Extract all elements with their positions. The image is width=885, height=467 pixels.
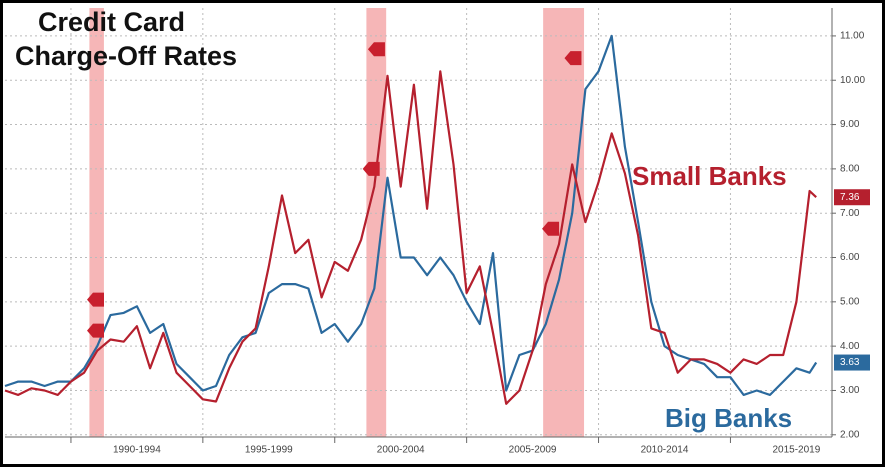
x-tick-label: 2000-2004 <box>377 445 425 456</box>
y-tick-label: 5.00 <box>840 296 860 307</box>
chart-title: Charge-Off Rates <box>15 41 237 71</box>
end-label-box <box>834 189 870 206</box>
end-label: 7.36 <box>840 192 860 203</box>
series-line <box>4 70 817 405</box>
flag-marker <box>564 51 582 66</box>
y-tick-label: 9.00 <box>840 119 860 130</box>
y-tick-label: 2.00 <box>840 429 860 440</box>
y-tick-label: 7.00 <box>840 208 860 219</box>
x-tick-label: 2010-2014 <box>641 445 689 456</box>
flag-marker <box>87 292 105 307</box>
flag-marker <box>367 42 385 57</box>
y-tick-label: 10.00 <box>840 75 865 86</box>
series-line <box>4 34 818 396</box>
shaded-range <box>366 8 387 437</box>
flag-marker <box>542 221 560 236</box>
flag-marker <box>362 161 380 176</box>
chart-background <box>3 3 882 464</box>
chart-title: Credit Card <box>38 7 185 37</box>
y-tick-label: 6.00 <box>840 252 860 263</box>
x-tick-label: 1990-1994 <box>113 445 161 456</box>
series-label: Big Banks <box>665 403 792 433</box>
y-tick-label: 3.00 <box>840 385 860 396</box>
flag-marker <box>87 323 105 338</box>
y-tick-label: 8.00 <box>840 164 860 175</box>
series-label: Small Banks <box>632 161 787 191</box>
end-label: 3.63 <box>840 357 860 368</box>
x-tick-label: 2005-2009 <box>509 445 557 456</box>
shaded-range <box>89 8 104 437</box>
end-label-box <box>834 354 870 371</box>
y-tick-label: 4.00 <box>840 341 860 352</box>
x-tick-label: 1995-1999 <box>245 445 293 456</box>
y-tick-label: 11.00 <box>840 31 865 42</box>
x-tick-label: 2015-2019 <box>772 445 820 456</box>
